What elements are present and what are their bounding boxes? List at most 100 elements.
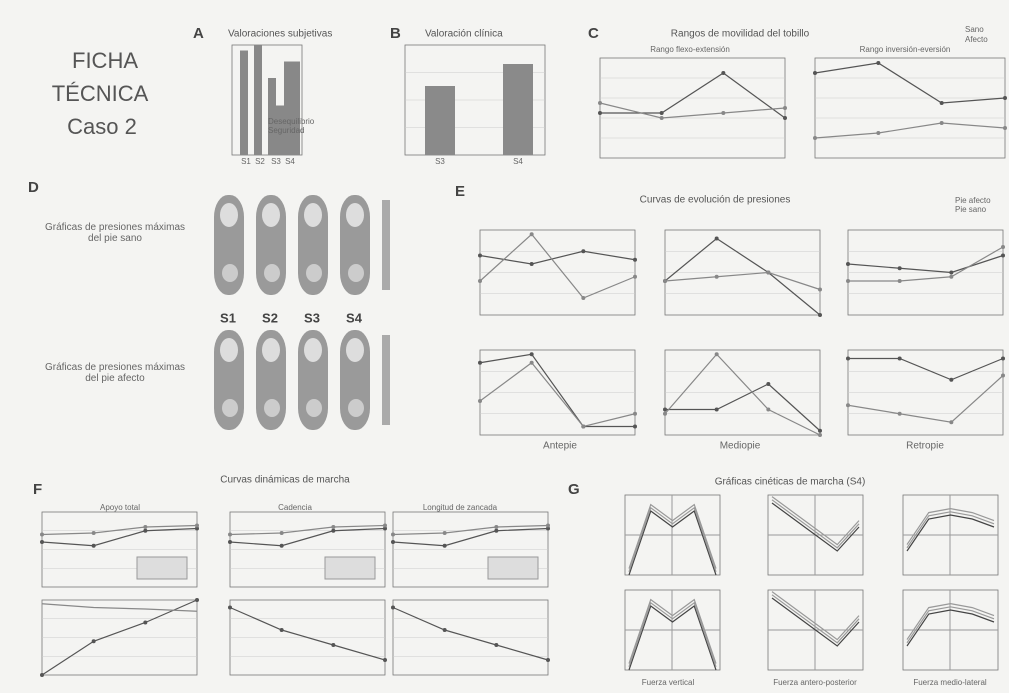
sketch-marker (40, 540, 44, 544)
sketch-line (665, 239, 820, 316)
sketch-marker (383, 658, 387, 662)
sketch-marker (633, 258, 637, 262)
body: {"title":{"line1":"FICHA","line2":"TÉCNI… (0, 0, 1009, 693)
sketch-marker (846, 279, 850, 283)
sketch-marker (1003, 96, 1007, 100)
sketch-line (42, 604, 197, 612)
sketch-marker (92, 639, 96, 643)
panel-letter: C (588, 25, 599, 42)
sketch-marker (546, 658, 550, 662)
sketch-bar (240, 51, 248, 156)
sketch-marker (813, 136, 817, 140)
sketch-marker (766, 408, 770, 412)
sketch-marker (846, 262, 850, 266)
category-label: S3 (271, 157, 281, 166)
sketch-marker (633, 425, 637, 429)
sketch-marker (598, 101, 602, 105)
sketch-line (480, 251, 635, 264)
sketch-line (815, 123, 1005, 138)
pressure-spot (222, 399, 238, 417)
sketch-line (665, 273, 820, 290)
sketch-marker (391, 606, 395, 610)
sketch-marker (1001, 254, 1005, 258)
sketch-marker (331, 525, 335, 529)
sketch-marker (633, 412, 637, 416)
panel-title: Valoración clínica (425, 29, 503, 40)
sketch-marker (478, 254, 482, 258)
title-line: FICHA (72, 48, 138, 73)
sketch-marker (478, 279, 482, 283)
sketch-line (480, 363, 635, 427)
pressure-spot (304, 338, 322, 362)
page: Ficha técnica body{margin:0;background:#… (0, 0, 1009, 693)
sketch-marker (1001, 374, 1005, 378)
sketch-marker (581, 249, 585, 253)
legend-entry: Seguridad (268, 126, 304, 135)
sketch-marker (633, 275, 637, 279)
pressure-spot (222, 264, 238, 282)
subtitle: Apoyo total (100, 503, 140, 512)
sketch-marker (331, 529, 335, 533)
pressure-label: Gráficas de presiones máximas del pie sa… (40, 222, 190, 244)
sketch-marker (391, 533, 395, 537)
sketch-marker (721, 71, 725, 75)
figure: FICHA TÉCNICA Caso 2 A Valoraciones subj… (0, 0, 1009, 693)
sketch-marker (949, 275, 953, 279)
sketch-marker (715, 237, 719, 241)
panel-letter: B (390, 25, 401, 42)
sketch-marker (818, 313, 822, 317)
label-box: Gráficas de presiones máximas del pie sa… (40, 222, 190, 262)
sketch-marker (1001, 357, 1005, 361)
sketch-marker (280, 531, 284, 535)
sketch-marker (813, 71, 817, 75)
sketch-marker (143, 621, 147, 625)
panel-title: Curvas de evolución de presiones (640, 195, 791, 206)
sketch-line (393, 529, 548, 546)
legend-entry: Sano (965, 25, 984, 34)
sketch-marker (383, 524, 387, 528)
pressure-spot (346, 338, 364, 362)
sketch-marker (546, 524, 550, 528)
panel-letter: E (455, 183, 465, 200)
sketch-marker (940, 101, 944, 105)
pressure-spot (348, 264, 364, 282)
sketch-line (848, 256, 1003, 273)
sketch-marker (228, 533, 232, 537)
plot-frame (600, 58, 785, 158)
color-scale (382, 335, 390, 425)
sketch-marker (92, 531, 96, 535)
sketch-marker (898, 412, 902, 416)
pressure-spot (304, 203, 322, 227)
pressure-spot (306, 264, 322, 282)
sketch-marker (876, 131, 880, 135)
sketch-marker (494, 529, 498, 533)
sketch-line (665, 354, 820, 435)
x-label: Fuerza antero-posterior (773, 678, 857, 687)
sketch-marker (949, 378, 953, 382)
pressure-label: Gráficas de presiones máximas del pie af… (40, 362, 190, 384)
legend-entry: Pie afecto (955, 196, 991, 205)
label-box: Gráficas de presiones máximas del pie af… (40, 362, 190, 402)
sketch-line (480, 354, 635, 426)
sketch-marker (876, 61, 880, 65)
sketch-line (848, 247, 1003, 281)
pressure-spot (262, 203, 280, 227)
session-label: S4 (346, 310, 363, 325)
panel-letter: D (28, 179, 39, 196)
sketch-marker (949, 271, 953, 275)
sketch-marker (846, 357, 850, 361)
chart-sketches (40, 45, 1007, 677)
legend-entry: Desequilibrio (268, 117, 315, 126)
sketch-marker (581, 296, 585, 300)
sketch-bar (503, 64, 533, 155)
sketch-marker (443, 531, 447, 535)
sketch-line (600, 73, 785, 118)
legend-box (488, 557, 538, 579)
sketch-marker (1003, 126, 1007, 130)
pressure-spot (348, 399, 364, 417)
sketch-marker (443, 628, 447, 632)
subtitle: Rango inversión-eversión (860, 45, 951, 54)
sketch-marker (443, 544, 447, 548)
category-label: S2 (255, 157, 265, 166)
subtitle: Longitud de zancada (423, 503, 498, 512)
